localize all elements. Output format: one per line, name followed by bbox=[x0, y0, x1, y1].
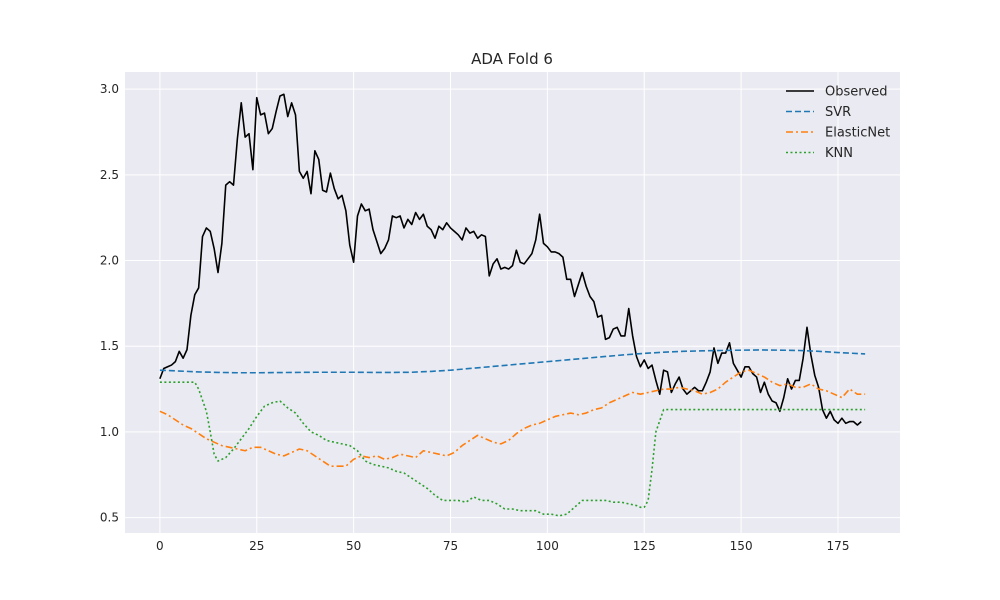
x-tick-label: 0 bbox=[156, 539, 164, 553]
legend-label-svr: SVR bbox=[825, 105, 851, 120]
x-tick-label: 75 bbox=[443, 539, 458, 553]
series-lines bbox=[159, 93, 866, 517]
x-tick-label: 50 bbox=[346, 539, 361, 553]
x-axis-ticks: 0 25 50 75 100 125 150 175 bbox=[156, 539, 849, 553]
x-tick-label: 150 bbox=[730, 539, 753, 553]
x-tick-label: 25 bbox=[249, 539, 264, 553]
y-tick-label: 1.0 bbox=[100, 425, 119, 439]
series-line-knn bbox=[159, 381, 866, 517]
legend-label-elasticnet: ElasticNet bbox=[825, 126, 890, 141]
y-axis-ticks: 0.5 1.0 1.5 2.0 2.5 3.0 bbox=[100, 82, 119, 524]
x-tick-label: 100 bbox=[536, 539, 559, 553]
legend: Observed SVR ElasticNet KNN bbox=[786, 85, 890, 161]
series-line-observed bbox=[159, 93, 862, 426]
legend-label-knn: KNN bbox=[825, 146, 853, 161]
plot-background bbox=[125, 72, 900, 533]
y-tick-label: 3.0 bbox=[100, 82, 119, 96]
y-tick-label: 1.5 bbox=[100, 339, 119, 353]
grid-lines bbox=[125, 72, 900, 533]
y-tick-label: 2.5 bbox=[100, 168, 119, 182]
legend-label-observed: Observed bbox=[825, 85, 888, 100]
chart-title: ADA Fold 6 bbox=[471, 50, 553, 68]
x-tick-label: 125 bbox=[633, 539, 656, 553]
x-tick-label: 175 bbox=[827, 539, 850, 553]
y-tick-label: 0.5 bbox=[100, 511, 119, 525]
y-tick-label: 2.0 bbox=[100, 254, 119, 268]
